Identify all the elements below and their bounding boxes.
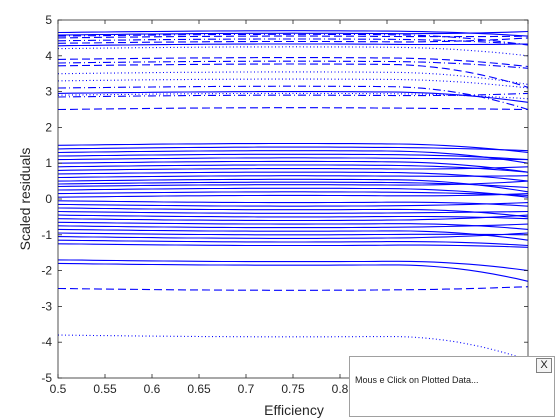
x-tick-label: 0.75 <box>281 382 305 396</box>
series-line-12[interactable] <box>57 78 529 89</box>
series-line-32[interactable] <box>57 191 529 196</box>
series-line-5[interactable] <box>57 37 529 44</box>
y-tick-label: 5 <box>45 13 52 27</box>
series-line-25[interactable] <box>57 166 529 171</box>
series-line-50[interactable] <box>57 334 529 361</box>
series-line-35[interactable] <box>57 202 529 207</box>
x-tick-label: 0.5 <box>50 382 67 396</box>
series-line-28[interactable] <box>57 178 529 193</box>
x-tick-label: 0.8 <box>332 382 349 396</box>
series-line-39[interactable] <box>57 214 529 222</box>
series-line-19[interactable] <box>57 146 529 152</box>
series-line-17[interactable] <box>57 107 529 111</box>
x-tick-label: 0.6 <box>144 382 161 396</box>
x-tick-label: 0.7 <box>238 382 255 396</box>
y-tick-label: -1 <box>41 228 52 242</box>
x-tick-label: 0.65 <box>187 382 211 396</box>
series-line-27[interactable] <box>57 175 529 179</box>
series-line-8[interactable] <box>57 57 529 68</box>
popup-close-button[interactable]: X <box>536 358 552 373</box>
y-tick-label: 4 <box>45 49 52 63</box>
series-line-14[interactable] <box>57 91 529 103</box>
y-tick-label: -2 <box>41 264 52 278</box>
series-line-24[interactable] <box>57 164 529 173</box>
y-tick-label: 2 <box>45 120 52 134</box>
series-line-47[interactable] <box>57 259 529 272</box>
info-popup: X Mous e Click on Plotted Data... <box>349 356 555 417</box>
series-line-26[interactable] <box>57 171 529 182</box>
series-line-0[interactable] <box>57 30 529 37</box>
series-line-22[interactable] <box>57 157 529 161</box>
series-line-9[interactable] <box>57 60 529 69</box>
series-line-49[interactable] <box>57 286 529 291</box>
series-line-42[interactable] <box>57 228 529 241</box>
series-line-21[interactable] <box>57 153 529 161</box>
series-line-48[interactable] <box>57 262 529 282</box>
series-line-44[interactable] <box>57 232 529 239</box>
y-tick-label: 3 <box>45 85 52 99</box>
x-axis-label: Efficiency <box>264 402 324 418</box>
x-tick-label: 0.55 <box>93 382 117 396</box>
y-tick-label: -5 <box>41 371 52 385</box>
series-line-34[interactable] <box>57 200 529 207</box>
y-tick-label: 0 <box>45 192 52 206</box>
series-line-38[interactable] <box>57 214 529 220</box>
y-axis-label: Scaled residuals <box>17 148 33 251</box>
series-line-31[interactable] <box>57 187 529 198</box>
series-line-46[interactable] <box>57 243 529 248</box>
series-line-11[interactable] <box>57 71 529 85</box>
popup-message: Mous e Click on Plotted Data... <box>355 375 479 385</box>
series-line-3[interactable] <box>57 35 529 39</box>
series-line-4[interactable] <box>57 38 529 45</box>
y-ticks: -5 -4 -3 -2 -1 0 1 2 3 4 5 <box>41 13 528 385</box>
series-line-45[interactable] <box>57 239 529 247</box>
series-line-6[interactable] <box>57 43 529 47</box>
series-line-13[interactable] <box>57 85 529 111</box>
series-line-7[interactable] <box>57 46 529 57</box>
series-line-41[interactable] <box>57 223 529 229</box>
series-line-29[interactable] <box>57 181 529 189</box>
series-line-30[interactable] <box>57 180 529 188</box>
series-line-37[interactable] <box>57 210 529 214</box>
series-line-10[interactable] <box>57 63 529 88</box>
series-line-20[interactable] <box>57 150 529 164</box>
series-line-16[interactable] <box>57 92 529 98</box>
series-line-40[interactable] <box>57 221 529 230</box>
y-tick-label: -4 <box>41 335 52 349</box>
series-line-33[interactable] <box>57 193 529 198</box>
series-line-23[interactable] <box>57 160 529 173</box>
series-line-15[interactable] <box>57 92 529 100</box>
series-line-1[interactable] <box>57 30 529 36</box>
y-tick-label: 1 <box>45 156 52 170</box>
plot-lines <box>57 30 529 361</box>
series-line-18[interactable] <box>57 142 529 154</box>
y-tick-label: -3 <box>41 299 52 313</box>
series-line-36[interactable] <box>57 207 529 218</box>
series-line-43[interactable] <box>57 232 529 236</box>
